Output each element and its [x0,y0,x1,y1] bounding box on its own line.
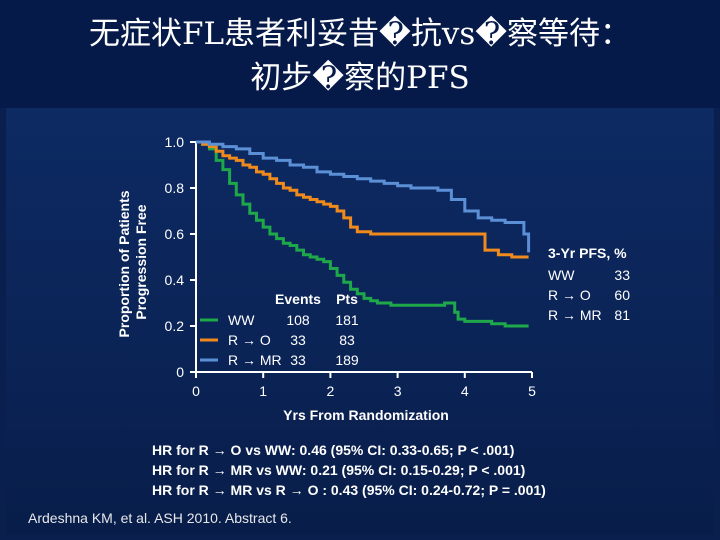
x-tick-label: 5 [528,383,536,399]
legend-events-r-mr: 33 [290,352,306,368]
hr-line-3: HR for R → MR vs R → O : 0.43 (95% CI: 0… [152,482,546,498]
y-tick-label: 0.8 [165,180,185,196]
legend-events-r-o: 33 [290,332,306,348]
km-curve-ww [196,140,529,328]
hr-statements: HR for R → O vs WW: 0.46 (95% CI: 0.33-0… [152,442,546,498]
title-line-2: 初步�察的PFS [250,60,470,96]
y-tick-label: 0 [176,364,184,380]
km-curve-r-o [196,140,529,259]
pfs-value-r-mr: 81 [614,307,630,323]
y-tick-label: 0.2 [165,318,185,334]
legend-label-r-mr: R → MR [228,352,282,368]
y-axis-label: Proportion of Patients Progression Free [116,187,149,338]
x-tick-label: 4 [461,383,469,399]
pfs-label-ww: WW [548,267,575,283]
pfs-value-ww: 33 [614,267,630,283]
legend-events-ww: 108 [286,312,310,328]
legend-label-r-o: R → O [228,332,271,348]
legend-pts-r-o: 83 [339,332,355,348]
chart-axes: 0 0.2 0.4 0.6 0.8 1.0 0 1 2 3 4 5 [165,134,537,399]
legend-header-pts: Pts [336,291,358,307]
reference-citation: Ardeshna KM, et al. ASH 2010. Abstract 6… [28,510,292,526]
legend-pts-r-mr: 189 [335,352,359,368]
x-tick-label: 2 [327,383,335,399]
x-tick-label: 1 [259,383,267,399]
x-axis-label: Yrs From Randomization [283,407,449,423]
hr-line-2: HR for R → MR vs WW: 0.21 (95% CI: 0.15-… [152,462,525,478]
title-band [0,0,720,108]
legend-label-ww: WW [228,312,255,328]
y-tick-label: 0.4 [165,272,185,288]
pfs-table-title: 3-Yr PFS, % [548,245,627,261]
pfs-value-r-o: 60 [614,287,630,303]
pfs-label-r-mr: R → MR [548,307,602,323]
title-line-1: 无症状FL患者利妥昔�抗vs�察等待： [88,16,632,52]
x-tick-label: 3 [394,383,402,399]
slide-title: 无症状FL患者利妥昔�抗vs�察等待： 初步�察的PFS [0,12,720,100]
pfs-label-r-o: R → O [548,287,591,303]
legend: Events Pts WW 108 181 R → O 33 83 R → MR… [200,291,359,368]
km-curve-r-mr [196,140,531,253]
legend-pts-ww: 181 [335,312,359,328]
hr-line-1: HR for R → O vs WW: 0.46 (95% CI: 0.33-0… [152,442,514,458]
legend-header-events: Events [275,291,321,307]
y-tick-label: 1.0 [165,134,185,150]
chart-curves [196,140,531,328]
pfs-table: 3-Yr PFS, % WW 33 R → O 60 R → MR 81 [548,245,630,323]
y-tick-label: 0.6 [165,226,185,242]
x-tick-label: 0 [192,383,200,399]
